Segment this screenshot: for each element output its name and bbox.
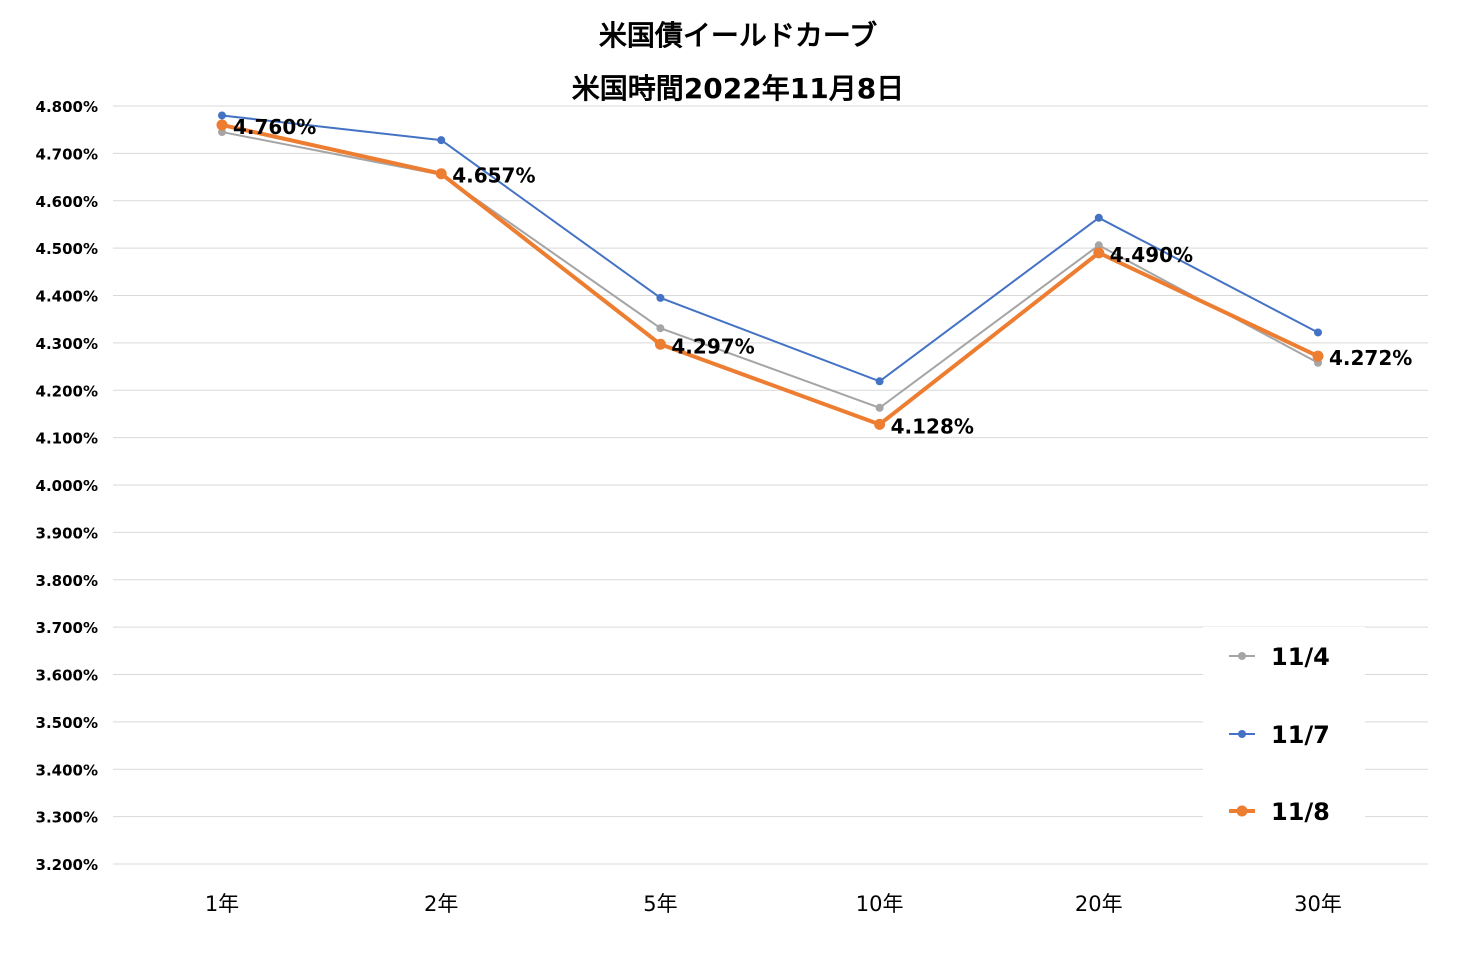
x-tick-label: 30年 <box>1294 892 1342 916</box>
y-tick-label: 4.300% <box>36 335 98 353</box>
data-point <box>656 324 665 333</box>
data-label: 4.657% <box>452 164 535 188</box>
chart-subtitle: 米国時間2022年11月8日 <box>572 72 904 105</box>
data-point <box>1093 247 1105 259</box>
x-tick-label: 10年 <box>856 892 904 916</box>
data-point <box>1312 350 1324 362</box>
series-line-11-8 <box>221 122 1319 427</box>
data-point <box>218 111 226 120</box>
y-tick-label: 3.200% <box>36 856 98 874</box>
x-tick-label: 1年 <box>205 892 239 916</box>
data-point <box>654 338 666 350</box>
data-point <box>875 403 884 412</box>
x-tick-label: 5年 <box>643 892 677 916</box>
chart-title: 米国債イールドカーブ <box>599 19 877 52</box>
data-point <box>656 293 665 302</box>
data-label: 4.128% <box>891 414 974 438</box>
data-point <box>437 136 446 145</box>
legend-label: 11/4 <box>1271 643 1330 671</box>
y-tick-label: 3.600% <box>36 667 98 685</box>
data-point <box>1314 328 1322 337</box>
legend-marker <box>1238 730 1246 738</box>
data-label: 4.490% <box>1110 243 1193 267</box>
data-label: 4.297% <box>671 334 754 358</box>
y-tick-label: 4.700% <box>36 145 98 163</box>
x-tick-label: 20年 <box>1075 892 1123 916</box>
series-line-11-4 <box>221 131 1319 409</box>
y-axis-ticks: 3.200% 3.300% 3.400% 3.500% 3.600% 3.700% 3.80… <box>36 98 98 874</box>
y-tick-label: 3.800% <box>36 572 98 590</box>
legend-marker <box>1236 805 1248 817</box>
data-label: 4.272% <box>1329 346 1412 370</box>
y-tick-label: 4.100% <box>36 430 98 448</box>
y-tick-label: 4.000% <box>36 477 98 495</box>
x-axis-ticks: 1年 2年 5年 10年 20年 30年 <box>205 892 1342 916</box>
y-tick-label: 4.200% <box>36 382 98 400</box>
series-line-11-7 <box>221 114 1319 383</box>
legend-label: 11/7 <box>1271 721 1330 749</box>
legend-label: 11/8 <box>1271 798 1330 826</box>
data-point <box>1094 213 1103 222</box>
data-point <box>875 377 884 386</box>
y-tick-label: 3.900% <box>36 524 98 542</box>
data-labels: 4.760% 4.657% 4.297% 4.128% 4.490% 4.272% <box>233 115 1412 438</box>
data-point <box>435 168 447 180</box>
data-point <box>216 119 228 131</box>
y-tick-label: 3.700% <box>36 619 98 637</box>
y-tick-label: 4.400% <box>36 288 98 306</box>
legend: 11/4 11/7 11/8 <box>1203 627 1365 837</box>
x-tick-label: 2年 <box>424 892 458 916</box>
legend-box <box>1203 627 1365 837</box>
y-tick-label: 4.800% <box>36 98 98 116</box>
y-tick-label: 3.500% <box>36 714 98 732</box>
y-tick-label: 3.300% <box>36 809 98 827</box>
data-point <box>874 418 886 430</box>
y-tick-label: 4.600% <box>36 193 98 211</box>
y-tick-label: 3.400% <box>36 761 98 779</box>
data-label: 4.760% <box>233 115 316 139</box>
series-lines <box>216 111 1324 430</box>
gridlines <box>113 105 1428 865</box>
y-tick-label: 4.500% <box>36 240 98 258</box>
data-point <box>1094 241 1103 250</box>
legend-marker <box>1238 652 1246 660</box>
